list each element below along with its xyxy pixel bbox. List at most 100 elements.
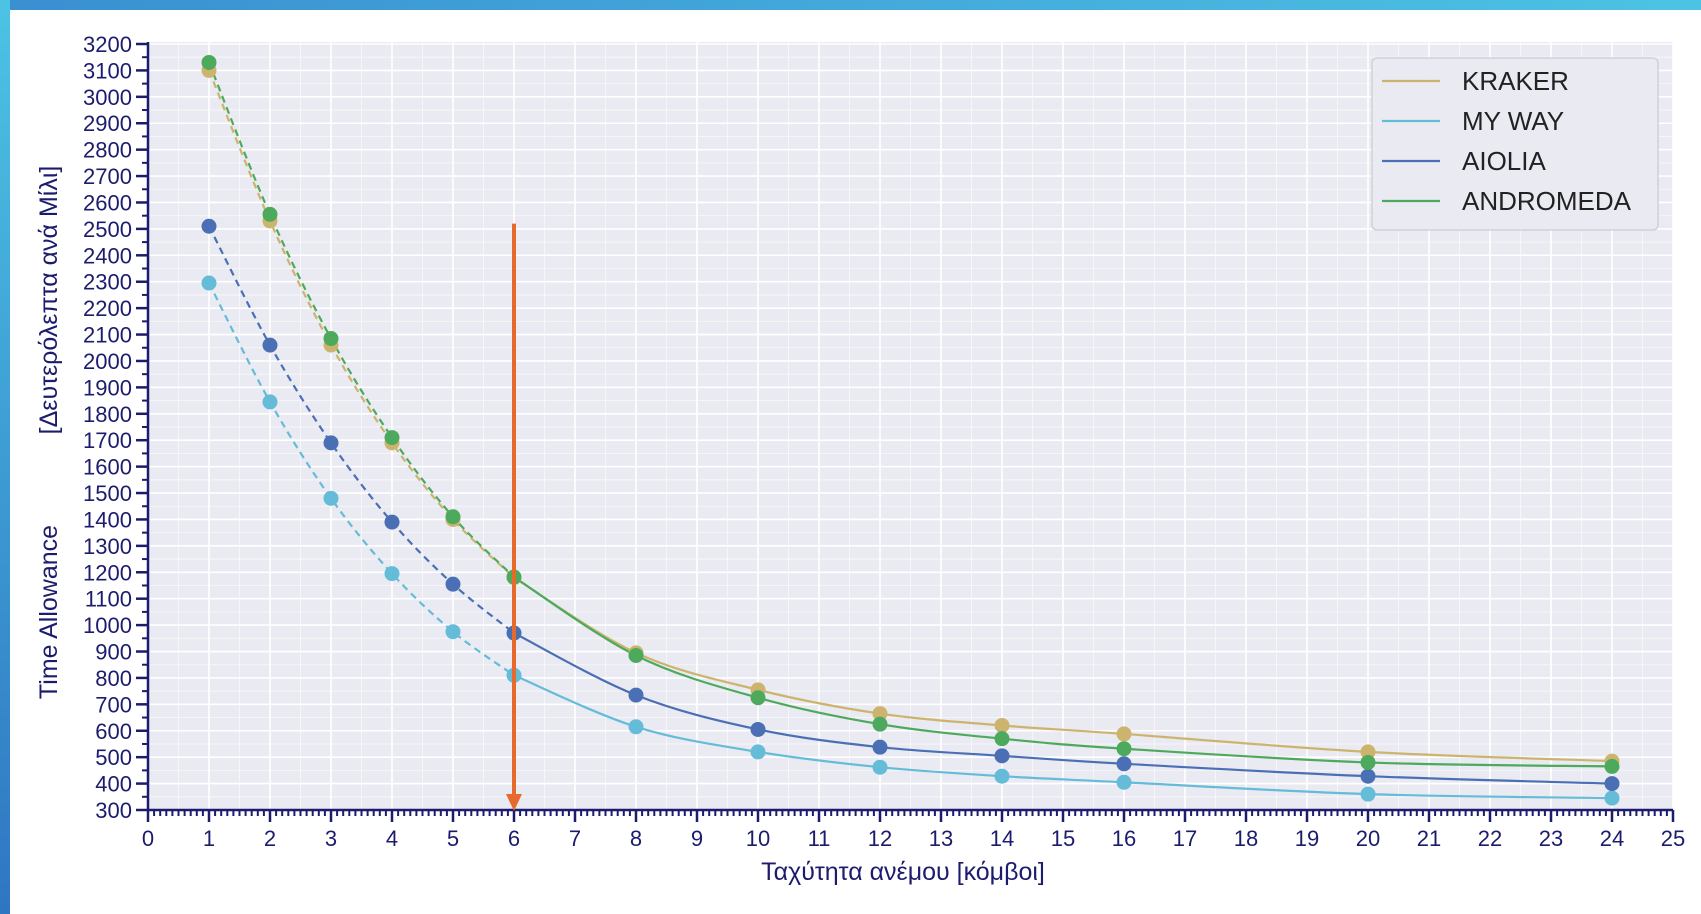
y-axis-label-line2: [Δευτερόλεπτα ανά Μίλι] <box>35 166 63 435</box>
y-tick-label: 2500 <box>83 217 132 242</box>
series-aiolia-point <box>1116 756 1132 772</box>
series-aiolia-point <box>384 514 400 530</box>
series-my-way-point <box>445 624 461 640</box>
series-my-way-point <box>384 566 400 582</box>
x-axis-label: Ταχύτητα ανέμου [κόμβοι] <box>761 858 1045 886</box>
series-aiolia-point <box>445 576 461 592</box>
x-tick-label: 25 <box>1661 826 1685 851</box>
x-tick-label: 9 <box>691 826 703 851</box>
series-my-way-point <box>872 759 888 775</box>
series-aiolia-point <box>323 435 339 451</box>
series-andromeda-point <box>1604 758 1620 774</box>
y-tick-label: 1700 <box>83 428 132 453</box>
x-tick-label: 17 <box>1173 826 1197 851</box>
x-tick-label: 2 <box>264 826 276 851</box>
series-my-way-dashed-line <box>208 282 515 677</box>
x-tick-label: 16 <box>1112 826 1136 851</box>
x-tick-label: 21 <box>1417 826 1441 851</box>
series-my-way-point <box>201 275 217 291</box>
x-tick-label: 23 <box>1539 826 1563 851</box>
x-tick-label: 20 <box>1356 826 1380 851</box>
legend-label-kraker: KRAKER <box>1462 66 1569 96</box>
y-tick-label: 2300 <box>83 270 132 295</box>
series-kraker-point <box>1116 726 1132 742</box>
gridlines <box>147 42 1674 811</box>
y-tick-label: 1500 <box>83 481 132 506</box>
y-tick-label: 2900 <box>83 111 132 136</box>
y-tick-label: 1300 <box>83 534 132 559</box>
y-tick-label: 1100 <box>85 587 132 612</box>
y-tick-label: 900 <box>95 640 132 665</box>
y-axis-label-line1: Time Allowance <box>35 525 63 699</box>
x-tick-label: 11 <box>808 826 831 851</box>
x-tick-label: 22 <box>1478 826 1502 851</box>
series-aiolia-point <box>1360 768 1376 784</box>
y-tick-label: 1000 <box>83 613 132 638</box>
x-tick-label: 6 <box>508 826 520 851</box>
legend: KRAKER MY WAY AIOLIA ANDROMEDA <box>1371 57 1659 231</box>
x-tick-label: 12 <box>868 826 892 851</box>
tick-labels: 0 1 2 3 4 5 6 7 8 9 10 11 12 13 14 15 16 17 18 19 20 21 22 23 24… <box>83 32 1685 851</box>
legend-label-my-way: MY WAY <box>1462 106 1564 136</box>
series-my-way-point <box>1116 774 1132 790</box>
series-my-way-point <box>628 719 644 735</box>
series-my-way-point <box>750 744 766 760</box>
y-tick-label: 500 <box>95 745 132 770</box>
series-andromeda-point <box>201 54 217 70</box>
y-tick-label: 1200 <box>83 560 132 585</box>
y-tick-label: 2700 <box>83 164 132 189</box>
y-tick-label: 2200 <box>83 296 132 321</box>
y-tick-label: 400 <box>95 772 132 797</box>
x-tick-label: 15 <box>1051 826 1075 851</box>
y-tick-label: 2600 <box>83 190 132 215</box>
series-layer <box>201 54 1620 806</box>
x-tick-label: 19 <box>1295 826 1319 851</box>
series-my-way-point <box>994 768 1010 784</box>
series-my-way-point <box>323 490 339 506</box>
legend-label-andromeda: ANDROMEDA <box>1462 186 1632 216</box>
annotation-layer <box>506 223 522 811</box>
x-tick-label: 5 <box>447 826 459 851</box>
legend-box <box>1371 57 1659 231</box>
y-tick-label: 1600 <box>83 455 132 480</box>
y-tick-label: 600 <box>95 719 132 744</box>
series-kraker-point <box>994 717 1010 733</box>
x-tick-label: 10 <box>746 826 770 851</box>
x-tick-label: 0 <box>142 826 154 851</box>
x-tick-label: 7 <box>569 826 581 851</box>
frame-left-border <box>0 0 10 914</box>
y-tick-label: 300 <box>95 798 132 823</box>
x-tick-label: 8 <box>630 826 642 851</box>
axes <box>136 42 1675 822</box>
series-kraker-point <box>872 706 888 722</box>
series-my-way-point <box>1604 790 1620 806</box>
series-andromeda-point <box>628 647 644 663</box>
series-andromeda-point <box>384 430 400 446</box>
series-aiolia-point <box>262 337 278 353</box>
series-andromeda-point <box>750 690 766 706</box>
y-tick-label: 1900 <box>83 375 132 400</box>
y-tick-label: 2400 <box>83 243 132 268</box>
y-tick-label: 3200 <box>83 32 132 57</box>
series-my-way-point <box>1360 786 1376 802</box>
series-aiolia-point <box>872 739 888 755</box>
y-tick-label: 3000 <box>83 85 132 110</box>
y-tick-label: 2100 <box>83 323 132 348</box>
x-tick-label: 3 <box>325 826 337 851</box>
series-andromeda-point <box>872 716 888 732</box>
legend-label-aiolia: AIOLIA <box>1462 146 1546 176</box>
series-aiolia-point <box>628 687 644 703</box>
series-kraker-point <box>1360 744 1376 760</box>
frame-top-border <box>0 0 1701 10</box>
y-tick-label: 2800 <box>83 138 132 163</box>
x-tick-label: 24 <box>1600 826 1624 851</box>
series-andromeda-point <box>1116 741 1132 757</box>
series-aiolia-point <box>750 721 766 737</box>
vertical-arrow-head <box>506 794 522 811</box>
x-tick-label: 14 <box>990 826 1014 851</box>
x-tick-label: 13 <box>929 826 953 851</box>
series-andromeda-point <box>262 206 278 222</box>
series-aiolia-point <box>994 748 1010 764</box>
series-andromeda-point <box>994 731 1010 747</box>
